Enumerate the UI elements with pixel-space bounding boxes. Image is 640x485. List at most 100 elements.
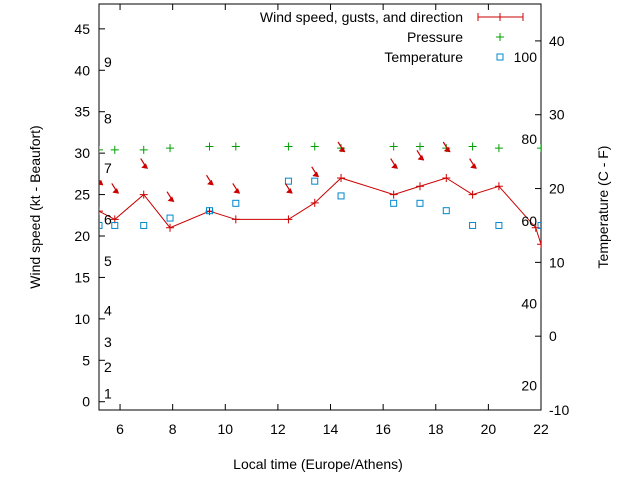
legend-label-temperature: Temperature [384,49,463,65]
pressure-point [99,145,103,154]
wind-arrow-head [443,146,451,153]
beaufort-label: 8 [104,110,112,126]
wind-arrow-head [338,146,346,153]
y-right-tick-label: 40 [549,33,565,49]
beaufort-label: 4 [104,303,112,319]
wind-speed-point [494,182,503,191]
x-tick-label: 22 [533,421,549,437]
beaufort-label: 2 [104,359,112,375]
wind-direction-arrow [469,158,477,169]
y-left-tick-label: 35 [74,104,90,120]
pressure-point [310,142,319,151]
series-layer [99,141,541,249]
y-left-tick-label: 5 [82,352,90,368]
wind-speed-point [284,215,293,224]
y-left-tick-label: 20 [74,228,90,244]
y-left-tick-label: 40 [74,62,90,78]
wind-arrow-head [167,196,175,203]
beaufort-label: 7 [104,160,112,176]
beaufort-label: 5 [104,253,112,269]
pressure-point [415,142,424,151]
pressure-point [166,144,175,153]
pressure-point [205,142,214,151]
legend-marker-temperature [496,53,504,61]
y-left-tick-label: 45 [74,21,90,37]
legend-label-wind: Wind speed, gusts, and direction [260,9,463,25]
y-right-tick-label: 20 [549,181,565,197]
y-left-tick-label: 0 [82,394,90,410]
wind-direction-arrow [166,191,175,203]
temperature-point [416,199,424,207]
wind-speed-point [468,190,477,199]
y-right-tick-label: -10 [549,402,569,418]
plot-frame [98,3,542,411]
temperature-point [166,214,174,222]
pressure-point [537,144,541,153]
fahrenheit-label: 100 [514,49,538,65]
beaufort-label: 9 [104,54,112,70]
wind-direction-arrow [140,158,149,169]
wind-direction-arrow [111,183,120,194]
pressure-point [494,144,503,153]
wind-speed-line [99,177,541,245]
fahrenheit-label: 60 [521,213,537,229]
y-right-tick-label: 30 [549,107,565,123]
beaufort-label: 1 [104,385,112,401]
beaufort-label: 3 [104,334,112,350]
wind-speed-point [415,182,424,191]
wind-speed-point [537,240,541,249]
wind-speed-point [310,198,319,207]
wind-speed-point [337,174,346,182]
x-tick-label: 6 [116,421,124,437]
temperature-point [206,207,213,215]
temperature-point [469,221,477,229]
temperature-point [442,207,450,215]
y-left-tick-label: 25 [74,187,90,203]
wind-arrow-head [99,179,104,186]
tick-layer: 6 8 10 12 14 16 18 20 22051015202530354045-10010… [74,4,569,437]
wind-speed-point [231,215,240,224]
pressure-point [139,145,148,154]
wind-speed-point [99,207,103,216]
wind-arrow-head [417,154,425,161]
wind-direction-arrow [390,158,399,169]
wind-speed-point [389,190,398,199]
temperature-point [111,221,119,229]
temperature-point [99,221,103,229]
x-tick-label: 20 [481,421,497,437]
temperature-point [495,221,503,229]
y-left-tick-label: 15 [74,269,90,285]
x-tick-label: 14 [323,421,339,437]
wind-direction-arrow [205,174,214,186]
y-right-tick-label: 10 [549,254,565,270]
wind-direction-arrow [311,166,320,178]
pressure-point [468,142,477,151]
temperature-point [337,192,345,200]
x-tick-label: 18 [428,421,444,437]
y-axis-title-right: Temperature (C - F) [595,146,611,269]
pressure-point [110,145,119,154]
temperature-point [537,221,541,229]
y-axis-title-left: Wind speed (kt - Beaufort) [27,125,43,288]
label-layer: 1 2 3 4 5 6 7 8 9 20 40 60 80 100 [104,49,537,401]
legend-marker-wind [477,13,524,21]
y-left-tick-label: 10 [74,311,90,327]
x-axis-title: Local time (Europe/Athens) [233,456,403,472]
wind-arrow-head [470,163,477,169]
wind-arrow-head [391,163,399,169]
temperature-point [284,177,292,185]
wind-direction-arrow [232,183,241,194]
wind-speed-point [139,190,148,199]
temperature-point [140,221,148,229]
temperature-point [232,199,240,207]
beaufort-label: 6 [104,211,112,227]
wind-arrow-head [233,187,241,194]
pressure-point [389,142,398,151]
temperature-point [311,177,319,185]
wind-arrow-head [112,187,120,194]
wind-direction-arrow [442,141,451,153]
wind-speed-point [442,174,451,182]
wind-arrow-head [285,187,293,194]
